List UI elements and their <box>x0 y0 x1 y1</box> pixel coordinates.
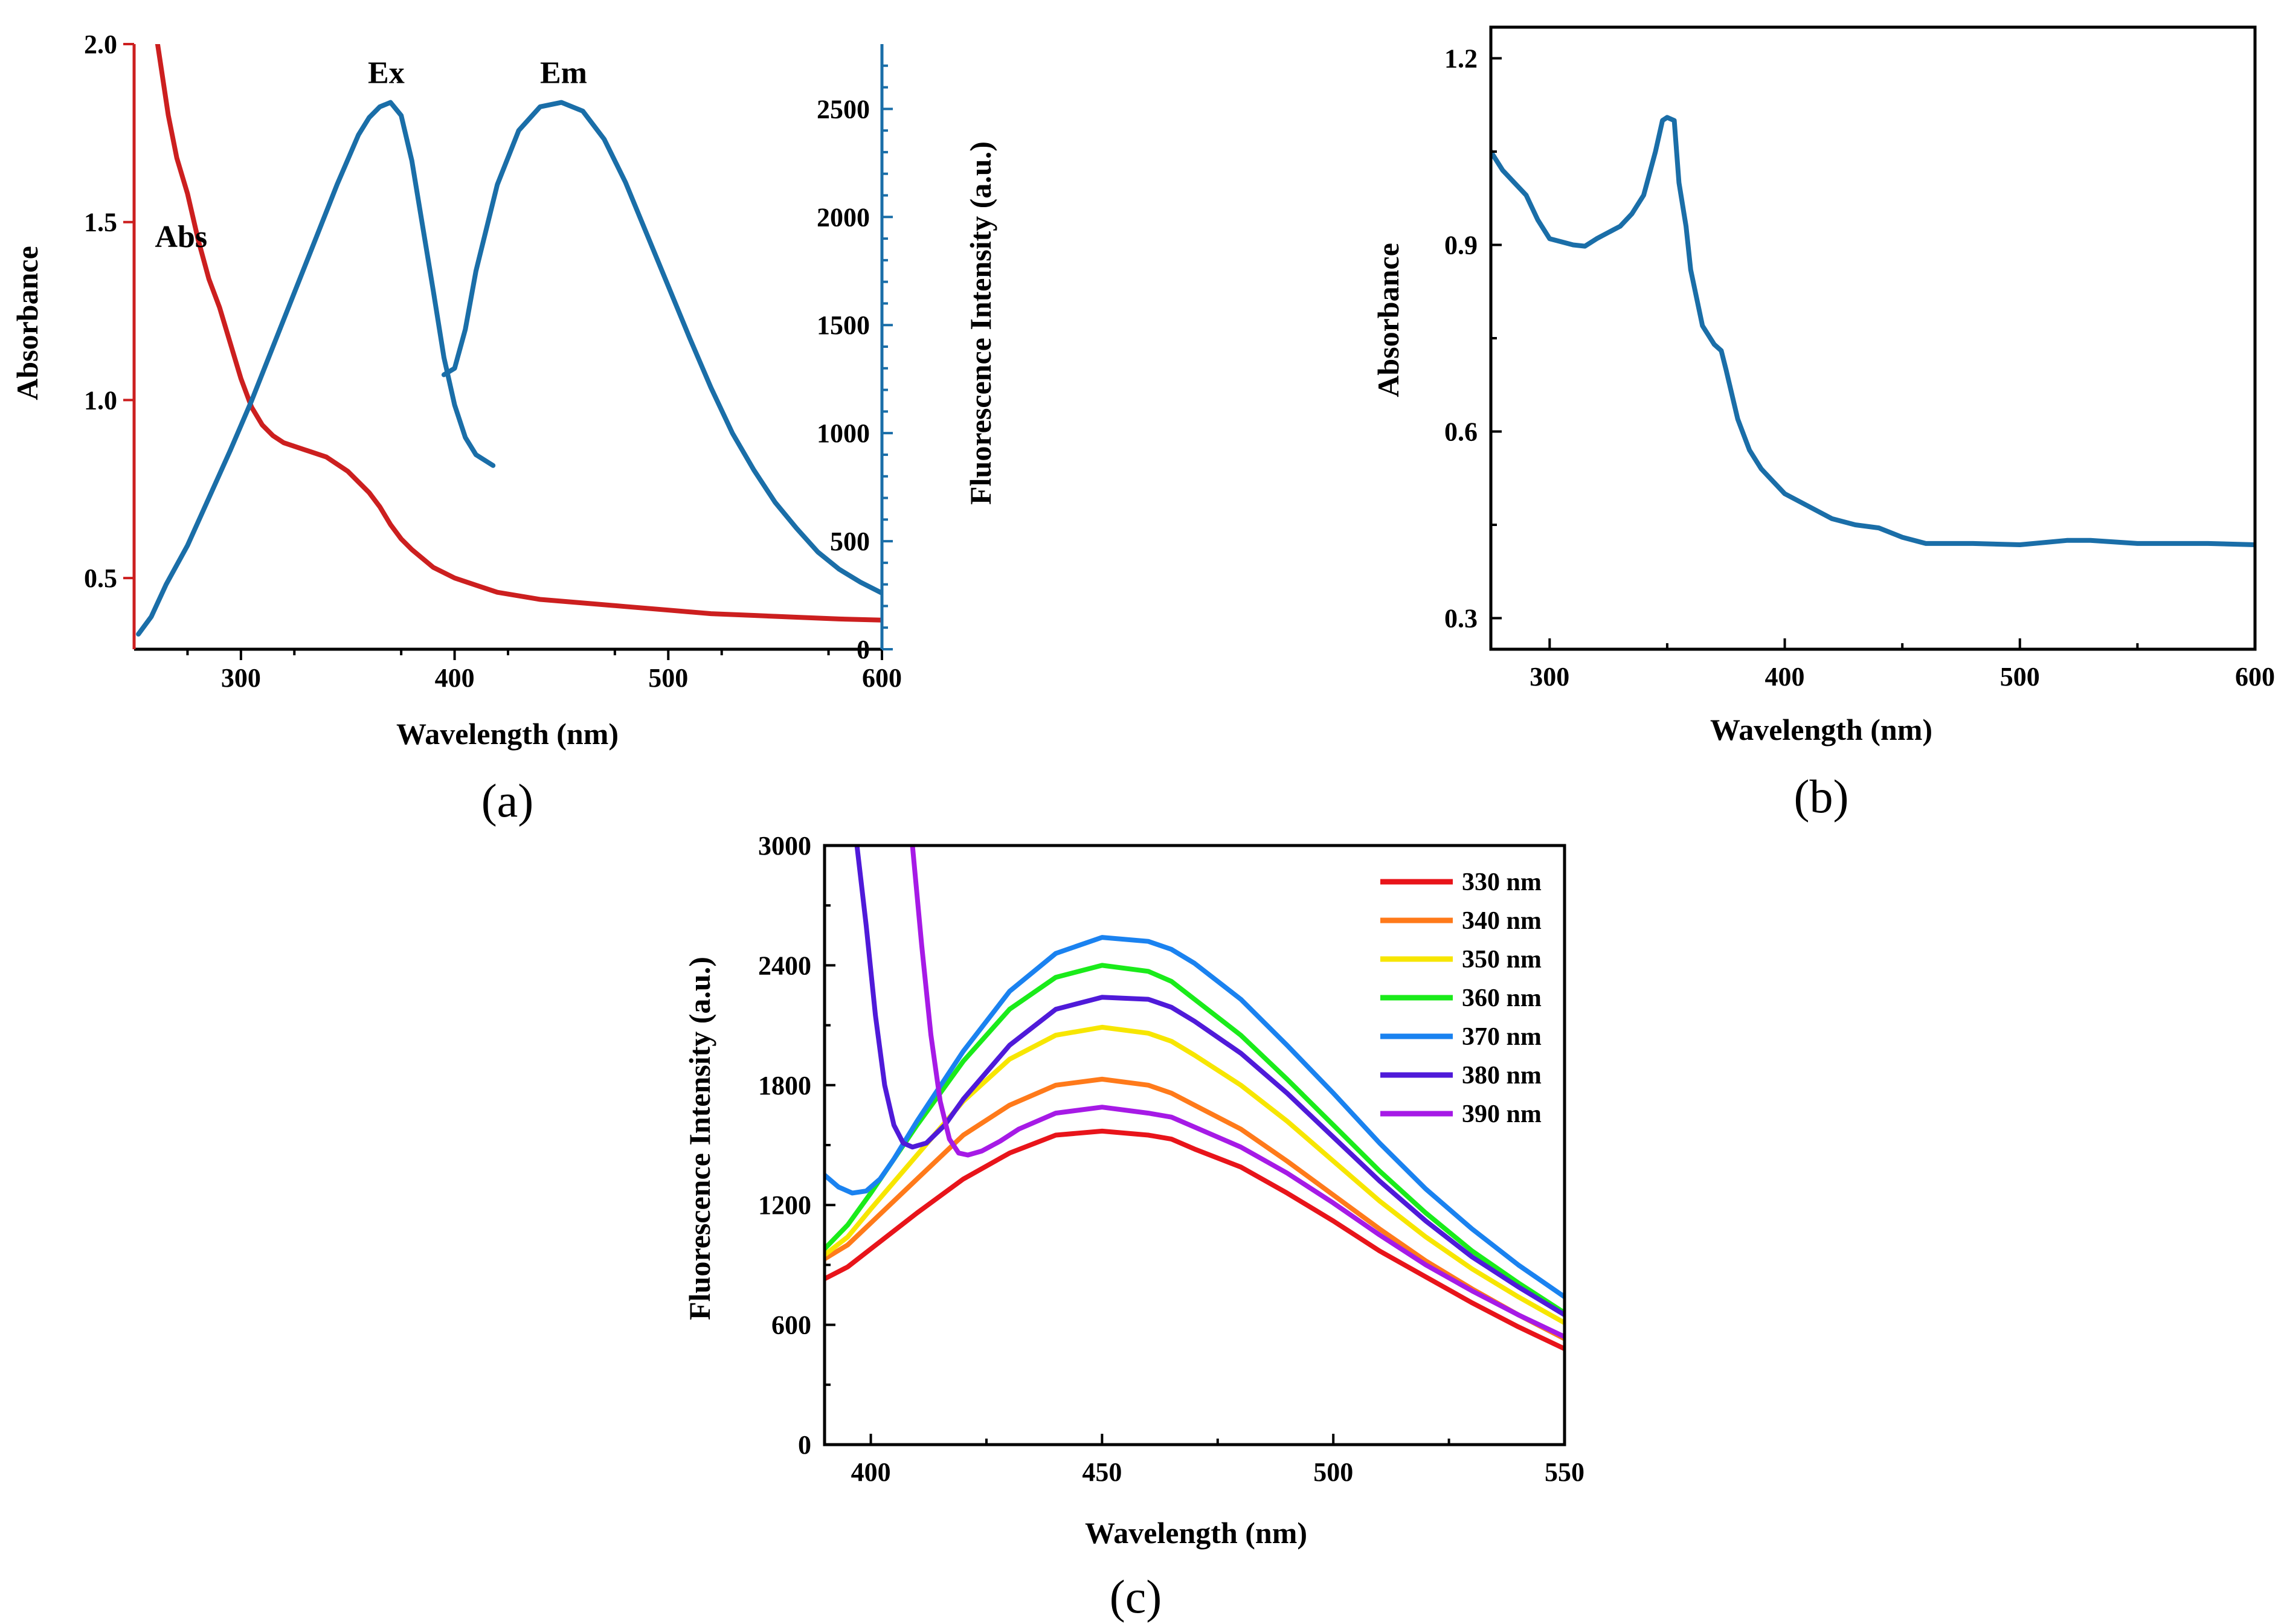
panel-a-x-tick-label: 500 <box>648 663 688 693</box>
panel-a-right-y-tick-label: 1000 <box>817 419 870 448</box>
panel-a-right-y-tick-label: 2500 <box>817 94 870 124</box>
panel-c-series-330-nm-line <box>825 1128 1565 1352</box>
panel-b-label: (b) <box>1794 770 1849 823</box>
panel-b-x-axis-title: Wavelength (nm) <box>1710 713 1932 746</box>
panel-a-plot-area: Abs Ex Em <box>136 44 882 637</box>
panel-b-x-tick-label: 300 <box>1530 662 1569 692</box>
panel-c-legend-label: 350 nm <box>1462 946 1542 974</box>
panel-a-right-y-tick-label: 2000 <box>817 202 870 232</box>
panel-b-y-axis-title: Absorbance <box>1371 243 1405 397</box>
panel-c-y-tick-label: 3000 <box>758 831 811 861</box>
panel-c-frame <box>823 844 1566 1446</box>
panel-c-legend-label: 340 nm <box>1462 907 1542 935</box>
panel-a-axes: 300 400 500 600 0.5 1.0 1.5 2.0 0 500 1000 1500 2000… <box>84 30 902 693</box>
chart-panel-b: 300 400 500 600 0.3 0.6 0.9 1.2 Wavelength (nm)… <box>1371 25 2275 823</box>
panel-c-legend-label: 390 nm <box>1462 1100 1542 1128</box>
panel-c-y-tick-label: 600 <box>771 1311 811 1340</box>
panel-c-legend-label: 380 nm <box>1462 1062 1542 1090</box>
panel-a-series-ex-label: Ex <box>368 56 405 90</box>
panel-b-y-tick-label: 0.3 <box>1444 604 1478 634</box>
panel-a-left-y-tick-label: 1.5 <box>84 208 117 237</box>
panel-c-y-tick-label: 1200 <box>758 1190 811 1220</box>
panel-a-x-axis-title: Wavelength (nm) <box>396 717 619 751</box>
panel-b-plot-area <box>1491 115 2255 547</box>
panel-a-series-ex-line <box>136 100 496 637</box>
panel-c-series-340-nm-line <box>825 1076 1565 1341</box>
panel-a-left-y-tick-label: 1.0 <box>84 385 117 415</box>
panel-b-axes: 300 400 500 600 0.3 0.6 0.9 1.2 <box>1444 25 2275 692</box>
panel-a-series-em-label: Em <box>540 56 587 90</box>
panel-c-x-tick-label: 450 <box>1082 1457 1122 1487</box>
panel-c-legend-label: 330 nm <box>1462 868 1542 896</box>
panel-c-x-axis-title: Wavelength (nm) <box>1085 1516 1307 1550</box>
panel-c-axes: 400 450 500 550 0 600 1200 1800 2400 3000 <box>758 831 1584 1487</box>
panel-a-right-y-axis-title: Fluorescence Intensity (a.u.) <box>963 141 997 505</box>
panel-a-x-tick-label: 600 <box>862 663 902 693</box>
panel-b-y-tick-label: 0.9 <box>1444 231 1478 260</box>
panel-b-x-tick-label: 400 <box>1765 662 1805 692</box>
panel-c-y-tick-label: 0 <box>798 1430 811 1460</box>
panel-c-series-360-nm-line <box>825 963 1565 1315</box>
panel-b-x-tick-label: 600 <box>2235 662 2275 692</box>
panel-c-x-tick-label: 400 <box>851 1457 891 1487</box>
panel-a-x-tick-label: 400 <box>435 663 475 693</box>
panel-a-x-tick-label: 300 <box>221 663 261 693</box>
panel-c-x-tick-label: 550 <box>1545 1457 1584 1487</box>
panel-b-absorbance-line <box>1491 115 2255 547</box>
panel-c-legend: 330 nm 340 nm 350 nm 360 nm 370 nm 380 nm 390 … <box>1380 868 1542 1128</box>
panel-a-series-em-line <box>441 100 882 595</box>
panel-c-x-tick-label: 500 <box>1313 1457 1353 1487</box>
panel-c-label: (c) <box>1110 1570 1162 1623</box>
panel-b-frame <box>1489 25 2257 651</box>
panel-b-y-tick-label: 1.2 <box>1444 44 1478 74</box>
chart-panel-a: Abs Ex Em 300 400 500 600 0.5 1.0 1.5 2.0 0 500 1000… <box>10 30 997 827</box>
panel-b-x-tick-label: 500 <box>2000 662 2040 692</box>
panel-b-y-tick-label: 0.6 <box>1444 417 1478 447</box>
panel-a-right-y-tick-label: 500 <box>830 527 870 556</box>
panel-a-left-y-tick-label: 2.0 <box>84 30 117 59</box>
panel-c-series-380-nm-line <box>854 846 1565 1318</box>
panel-a-right-y-tick-label: 0 <box>857 635 870 664</box>
panel-a-left-y-axis-title: Absorbance <box>10 246 44 400</box>
panel-a-label: (a) <box>481 774 534 827</box>
panel-c-y-tick-label: 2400 <box>758 951 811 980</box>
panel-c-series-350-nm-line <box>825 1024 1565 1326</box>
panel-c-series-390-nm-line <box>910 846 1565 1340</box>
panel-c-legend-label: 360 nm <box>1462 984 1542 1012</box>
panel-a-left-y-tick-label: 0.5 <box>84 563 117 593</box>
panel-a-series-abs-line <box>155 44 882 623</box>
panel-c-plot-area <box>825 846 1565 1352</box>
panel-c-series-370-nm-line <box>825 935 1565 1300</box>
panel-c-y-tick-label: 1800 <box>758 1071 811 1100</box>
panel-c-y-axis-title: Fluorescence Intensity (a.u.) <box>683 957 716 1320</box>
panel-a-right-y-tick-label: 1500 <box>817 310 870 340</box>
panel-c-legend-label: 370 nm <box>1462 1023 1542 1051</box>
panel-a-series-abs-label: Abs <box>155 220 207 254</box>
